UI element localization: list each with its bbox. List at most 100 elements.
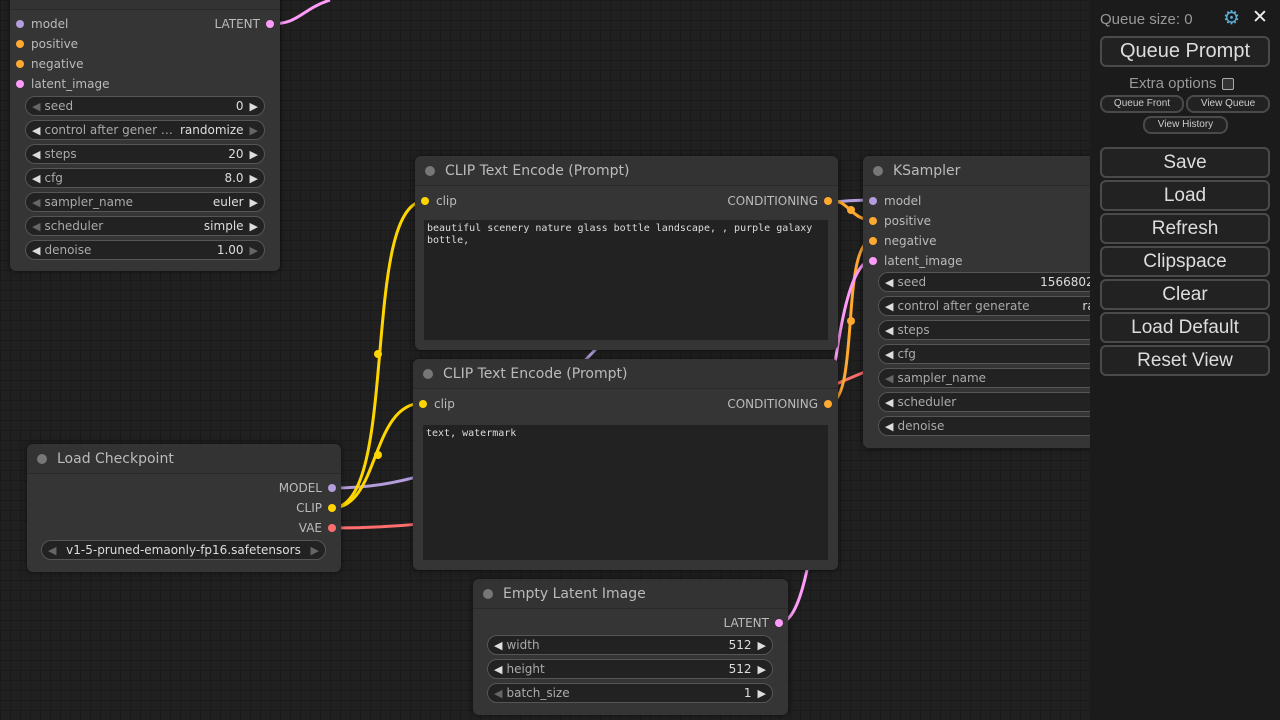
link-midpoint[interactable] (847, 317, 855, 325)
node-title[interactable]: CLIP Text Encode (Prompt) (415, 156, 838, 186)
input-positive[interactable]: positive (869, 211, 931, 231)
arrow-right-icon[interactable]: ▶ (757, 686, 766, 700)
arrow-left-icon[interactable]: ◀ (32, 195, 41, 209)
input-model[interactable]: model (16, 14, 68, 34)
arrow-right-icon[interactable]: ▶ (249, 243, 258, 257)
arrow-right-icon[interactable]: ▶ (757, 638, 766, 652)
arrow-left-icon[interactable]: ◀ (885, 323, 894, 337)
extra-options[interactable]: Extra options (1129, 75, 1234, 92)
node-title[interactable]: KSampler (863, 156, 1123, 186)
clip-text-encode-negative-node[interactable]: CLIP Text Encode (Prompt) clip CONDITION… (413, 359, 838, 570)
slot-dot[interactable] (16, 80, 24, 88)
widget-seed[interactable]: ◀ seed 0 ▶ (25, 96, 265, 116)
slot-dot[interactable] (869, 197, 877, 205)
input-clip[interactable]: clip (419, 394, 455, 414)
arrow-left-icon[interactable]: ◀ (32, 243, 41, 257)
load-button[interactable]: Load (1100, 180, 1270, 211)
node-title[interactable]: Load Checkpoint (27, 444, 341, 474)
link-midpoint[interactable] (374, 350, 382, 358)
widget-sampler-name[interactable]: ◀ sampler_name euler ▶ (25, 192, 265, 212)
input-model[interactable]: model (869, 191, 921, 211)
arrow-left-icon[interactable]: ◀ (494, 662, 503, 676)
node-title[interactable] (10, 0, 280, 10)
link-midpoint[interactable] (374, 451, 382, 459)
arrow-left-icon[interactable]: ◀ (32, 171, 41, 185)
output-conditioning[interactable]: CONDITIONING (727, 191, 832, 211)
clipspace-button[interactable]: Clipspace (1100, 246, 1270, 277)
arrow-right-icon[interactable]: ▶ (249, 99, 258, 113)
empty-latent-image-node[interactable]: Empty Latent Image LATENT ◀ width 512 ▶ ◀ hei… (473, 579, 788, 715)
arrow-right-icon[interactable]: ▶ (249, 219, 258, 233)
widget-cfg[interactable]: ◀ cfg 8.0 ▶ (25, 168, 265, 188)
ksampler-node-left[interactable]: model LATENT positive negative latent_im… (10, 0, 280, 271)
widget-height[interactable]: ◀ height 512 ▶ (487, 659, 773, 679)
arrow-left-icon[interactable]: ◀ (885, 275, 894, 289)
queue-prompt-button[interactable]: Queue Prompt (1100, 36, 1270, 67)
arrow-left-icon[interactable]: ◀ (32, 147, 41, 161)
arrow-right-icon[interactable]: ▶ (249, 123, 258, 137)
widget-control-after-gener[interactable]: ◀ control after gener … randomize ▶ (25, 120, 265, 140)
widget-batch-size[interactable]: ◀ batch_size 1 ▶ (487, 683, 773, 703)
slot-dot[interactable] (824, 400, 832, 408)
load-checkpoint-node[interactable]: Load Checkpoint MODEL CLIP VAE ◀ v1-5-pru… (27, 444, 341, 572)
input-negative[interactable]: negative (16, 54, 83, 74)
arrow-right-icon[interactable]: ▶ (249, 147, 258, 161)
widget-control-after-generate[interactable]: ◀control after generaterandc▶ (878, 296, 1138, 316)
queue-front-button[interactable]: Queue Front (1100, 95, 1184, 113)
settings-gear-icon[interactable]: ⚙ (1223, 7, 1241, 29)
clip-text-encode-positive-node[interactable]: CLIP Text Encode (Prompt) clip CONDITION… (415, 156, 838, 350)
arrow-right-icon[interactable]: ▶ (249, 195, 258, 209)
close-icon[interactable]: ✕ (1252, 6, 1268, 28)
reset-view-button[interactable]: Reset View (1100, 345, 1270, 376)
slot-dot[interactable] (328, 524, 336, 532)
widget-steps[interactable]: ◀steps▶ (878, 320, 1138, 340)
output-vae[interactable]: VAE (299, 518, 336, 538)
collapse-dot[interactable] (483, 588, 493, 599)
node-title[interactable]: Empty Latent Image (473, 579, 788, 609)
slot-dot[interactable] (328, 484, 336, 492)
output-latent[interactable]: LATENT (215, 14, 274, 34)
refresh-button[interactable]: Refresh (1100, 213, 1270, 244)
input-negative[interactable]: negative (869, 231, 936, 251)
arrow-left-icon[interactable]: ◀ (494, 686, 503, 700)
extra-options-checkbox[interactable] (1221, 77, 1234, 90)
collapse-dot[interactable] (423, 368, 433, 379)
slot-dot[interactable] (775, 619, 783, 627)
output-conditioning[interactable]: CONDITIONING (727, 394, 832, 414)
link-midpoint[interactable] (847, 206, 855, 214)
slot-dot[interactable] (824, 197, 832, 205)
slot-dot[interactable] (16, 60, 24, 68)
arrow-right-icon[interactable]: ▶ (249, 171, 258, 185)
arrow-left-icon[interactable]: ◀ (32, 99, 41, 113)
arrow-left-icon[interactable]: ◀ (32, 219, 41, 233)
ckpt-name-combo[interactable]: ◀ v1-5-pruned-emaonly-fp16.safetensors ▶ (41, 540, 326, 560)
slot-dot[interactable] (266, 20, 274, 28)
widget-steps[interactable]: ◀ steps 20 ▶ (25, 144, 265, 164)
arrow-right-icon[interactable]: ▶ (757, 662, 766, 676)
input-latent-image[interactable]: latent_image (869, 251, 962, 271)
arrow-left-icon[interactable]: ◀ (885, 371, 894, 385)
widget-sampler-name[interactable]: ◀sampler_name▶ (878, 368, 1138, 388)
clear-button[interactable]: Clear (1100, 279, 1270, 310)
slot-dot[interactable] (869, 217, 877, 225)
widget-denoise[interactable]: ◀ denoise 1.00 ▶ (25, 240, 265, 260)
output-latent[interactable]: LATENT (724, 613, 783, 633)
save-button[interactable]: Save (1100, 147, 1270, 178)
arrow-left-icon[interactable]: ◀ (885, 395, 894, 409)
slot-dot[interactable] (419, 400, 427, 408)
arrow-left-icon[interactable]: ◀ (885, 419, 894, 433)
input-positive[interactable]: positive (16, 34, 78, 54)
slot-dot[interactable] (869, 257, 877, 265)
view-history-button[interactable]: View History (1143, 116, 1228, 134)
prompt-textarea[interactable]: beautiful scenery nature glass bottle la… (424, 220, 828, 340)
node-title[interactable]: CLIP Text Encode (Prompt) (413, 359, 838, 389)
input-clip[interactable]: clip (421, 191, 457, 211)
collapse-dot[interactable] (425, 165, 435, 176)
widget-width[interactable]: ◀ width 512 ▶ (487, 635, 773, 655)
arrow-left-icon[interactable]: ◀ (494, 638, 503, 652)
arrow-left-icon[interactable]: ◀ (885, 299, 894, 313)
output-model[interactable]: MODEL (279, 478, 336, 498)
arrow-left-icon[interactable]: ◀ (885, 347, 894, 361)
slot-dot[interactable] (869, 237, 877, 245)
prompt-textarea[interactable]: text, watermark (423, 425, 828, 560)
